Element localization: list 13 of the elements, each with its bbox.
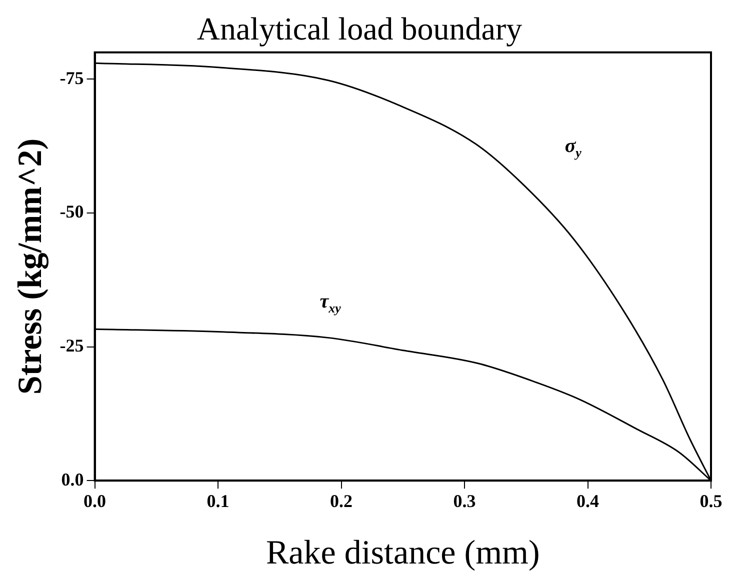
y-axis-title: Stress (kg/mm^2) — [12, 138, 50, 395]
y-tick-label: -50 — [60, 202, 84, 222]
x-tick-label: 0.4 — [576, 491, 600, 512]
y-tick-label: -25 — [60, 335, 84, 356]
x-tick-label: 0.3 — [453, 491, 476, 512]
y-tick-label: 0.0 — [61, 469, 84, 490]
x-tick-label: 0.1 — [206, 491, 230, 512]
x-axis-title: Rake distance (mm) — [266, 534, 540, 572]
y-tick-label: -75 — [60, 68, 84, 88]
x-tick-label: 0.0 — [84, 491, 106, 512]
x-tick-label: 0.5 — [700, 491, 722, 512]
chart-title: Analytical load boundary — [196, 10, 522, 47]
x-tick-label: 0.2 — [330, 491, 353, 512]
